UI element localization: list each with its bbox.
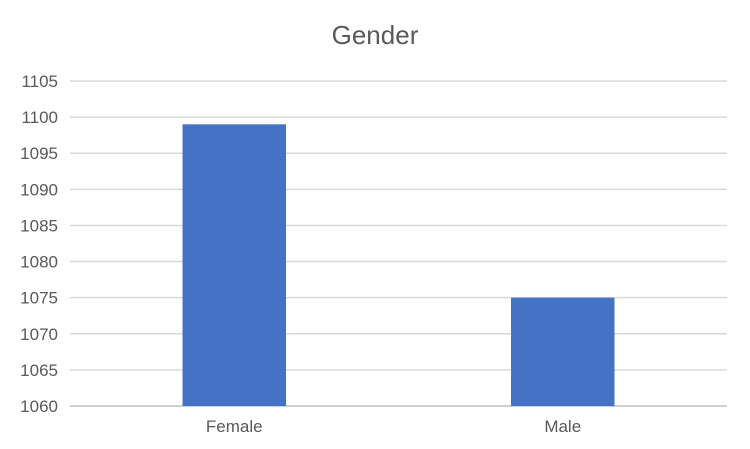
y-tick-label: 1085 xyxy=(20,216,58,235)
y-tick-label: 1105 xyxy=(21,72,58,91)
chart-title: Gender xyxy=(332,20,419,50)
x-category-label: Male xyxy=(544,417,581,436)
bars xyxy=(182,124,615,406)
x-category-label: Female xyxy=(206,417,263,436)
y-tick-label: 1090 xyxy=(20,180,58,199)
bar-male xyxy=(511,297,615,406)
y-tick-label: 1060 xyxy=(20,397,58,416)
y-axis-tick-labels: 1060 1065 1070 1075 1080 1085 1090 1095 1100 1105 xyxy=(20,72,58,416)
y-tick-label: 1070 xyxy=(20,325,58,344)
y-tick-label: 1065 xyxy=(20,361,58,380)
bar-female xyxy=(182,124,286,406)
y-tick-label: 1095 xyxy=(20,144,58,163)
x-axis-category-labels: Female Male xyxy=(206,417,581,436)
gridlines xyxy=(70,80,727,407)
y-tick-label: 1075 xyxy=(20,289,58,308)
y-tick-label: 1100 xyxy=(21,108,58,127)
y-tick-label: 1080 xyxy=(20,253,58,272)
